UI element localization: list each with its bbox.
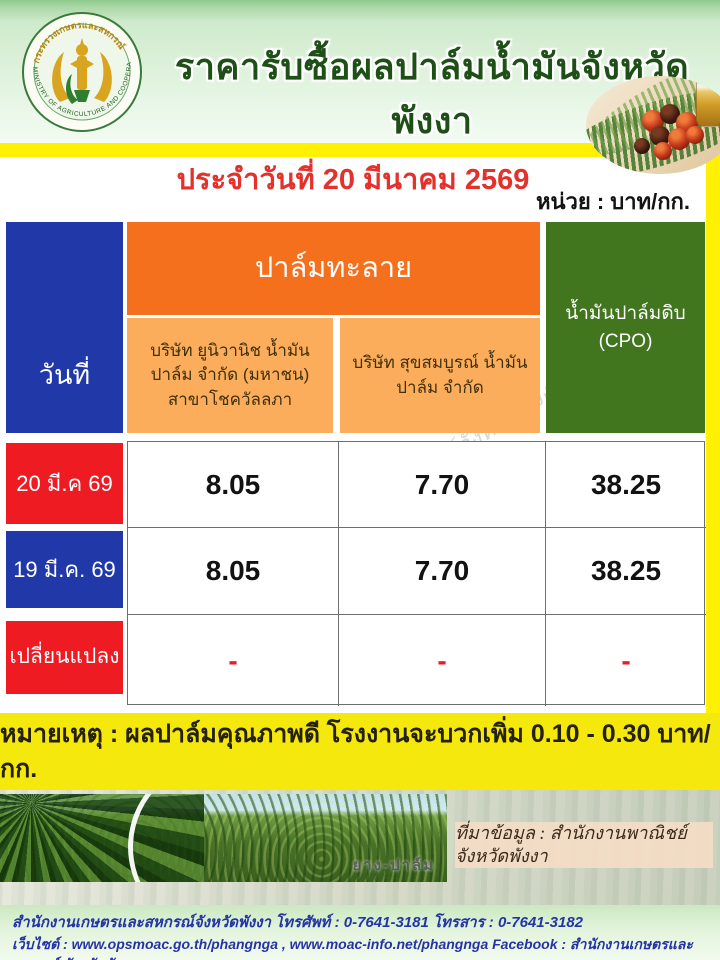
palm-fruit bbox=[686, 126, 704, 144]
ministry-seal-logo: กระทรวงเกษตรและสหกรณ์ MINISTRY OF AGRICU… bbox=[20, 6, 142, 132]
price-value: 7.70 bbox=[339, 442, 546, 528]
row-label-date-20: 20 มี.ค 69 bbox=[6, 443, 123, 524]
footer-contact-line: สำนักงานเกษตรและสหกรณ์จังหวัดพังงา โทรศั… bbox=[12, 914, 584, 931]
price-value: 38.25 bbox=[546, 528, 706, 615]
photo-divider-arc bbox=[109, 794, 326, 882]
note-bar: หมายเหตุ : ผลปาล์มคุณภาพดี โรงงานจะบวกเพ… bbox=[0, 713, 720, 790]
change-value: - bbox=[128, 615, 339, 706]
seal-figure-body bbox=[77, 56, 87, 90]
column-header-date: วันที่ bbox=[6, 222, 123, 433]
palm-fruit bbox=[654, 142, 672, 160]
column-header-cpo: น้ำมันปาล์มดิบ (CPO) bbox=[546, 222, 705, 433]
unit-label: หน่วย : บาท/กก. bbox=[535, 189, 690, 214]
palm-fruit bbox=[650, 126, 670, 146]
palm-fruit bbox=[668, 128, 690, 150]
column-header-suksomboon: บริษัท สุขสมบูรณ์ น้ำมันปาล์ม จำกัด bbox=[340, 318, 540, 433]
footer-website-line: เว็บไซต์ : www.opsmoac.go.th/phangnga , … bbox=[12, 936, 693, 960]
yellow-edge-strip bbox=[706, 157, 720, 713]
column-header-palm-bunch: ปาล์มทะลาย bbox=[127, 222, 540, 315]
palm-fruit bbox=[634, 138, 650, 154]
data-source-box: ที่มาข้อมูล : สำนักงานพาณิชย์จังหวัดพังง… bbox=[455, 822, 713, 868]
header-banner: กระทรวงเกษตรและสหกรณ์ MINISTRY OF AGRICU… bbox=[0, 0, 720, 143]
row-label-date-19: 19 มี.ค. 69 bbox=[6, 531, 123, 608]
price-value: 8.05 bbox=[128, 528, 339, 615]
change-value: - bbox=[621, 644, 631, 676]
palm-fruit-photo bbox=[586, 76, 720, 174]
photo-caption: ยาง-ปาล์ม bbox=[352, 857, 435, 874]
price-value: 38.25 bbox=[546, 442, 706, 528]
oil-bottle-graphic bbox=[696, 79, 720, 127]
palm-fruit bbox=[660, 104, 680, 124]
row-label-change: เปลี่ยนแปลง bbox=[6, 621, 123, 694]
seal-ornament-right bbox=[94, 52, 112, 102]
seal-ornament-left bbox=[52, 52, 70, 102]
change-value: - bbox=[339, 615, 546, 706]
price-section: ประจำวันที่ 20 มีนาคม 2569 หน่วย : บาท/ก… bbox=[0, 157, 706, 713]
bottom-band: ยาง-ปาล์ม ที่มาข้อมูล : สำนักงานพาณิชย์จ… bbox=[0, 790, 720, 905]
footer: สำนักงานเกษตรและสหกรณ์จังหวัดพังงา โทรศั… bbox=[0, 905, 720, 960]
plantation-photo: ยาง-ปาล์ม bbox=[0, 794, 447, 882]
price-value: 7.70 bbox=[339, 528, 546, 615]
column-header-univanich: บริษัท ยูนิวานิช น้ำมันปาล์ม จำกัด (มหาช… bbox=[127, 318, 333, 433]
price-value: 8.05 bbox=[128, 442, 339, 528]
seal-figure-head bbox=[76, 44, 88, 56]
page-title: ราคารับซื้อผลปาล์มน้ำมันจังหวัดพังงา bbox=[174, 46, 690, 141]
price-grid: 8.05 7.70 38.25 8.05 7.70 38.25 - - - bbox=[127, 441, 706, 706]
report-date: ประจำวันที่ 20 มีนาคม 2569 bbox=[176, 164, 530, 196]
yellow-divider-bar bbox=[0, 143, 720, 157]
palm-tree-closeup bbox=[0, 794, 204, 882]
